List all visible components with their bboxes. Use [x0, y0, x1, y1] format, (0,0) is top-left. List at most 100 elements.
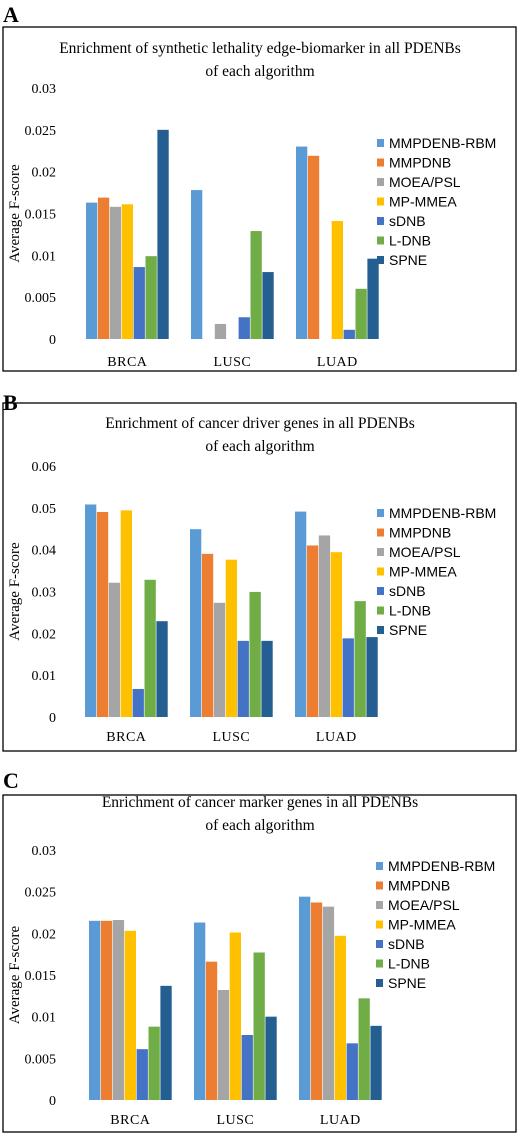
legend-entry: sDNB — [389, 583, 426, 599]
bar-brca-6 — [148, 1026, 160, 1100]
bar-brca-4 — [124, 930, 136, 1100]
x-tick-label: BRCA — [107, 355, 148, 370]
legend-entry: MMPDENB-RBM — [389, 135, 496, 151]
bar-brca-6 — [144, 579, 156, 717]
bar-luad-5 — [346, 1043, 358, 1100]
legend-entry: MMPDNB — [389, 525, 451, 541]
legend-entry: MMPDNB — [388, 878, 450, 894]
y-tick-label: 0.025 — [25, 124, 57, 139]
y-axis-label: Average F-score — [7, 925, 23, 1024]
bar-brca-1 — [86, 202, 98, 339]
chart-frame — [2, 402, 517, 752]
legend-swatch — [377, 548, 384, 556]
chart-frame — [2, 794, 517, 1133]
panel-label: C — [3, 768, 19, 793]
bar-lusc-3 — [213, 602, 226, 717]
bar-lusc-1 — [190, 529, 202, 717]
y-axis-label: Average F-score — [7, 164, 23, 263]
y-tick-label: 0 — [49, 1094, 56, 1109]
bar-luad-2 — [307, 155, 320, 339]
legend-swatch — [377, 626, 384, 634]
legend-swatch — [377, 236, 384, 245]
bar-lusc-6 — [249, 591, 261, 717]
bar-brca-7 — [157, 129, 169, 339]
bar-luad-1 — [299, 896, 311, 1100]
y-tick-label: 0.05 — [32, 502, 57, 517]
legend-entry: MMPDENB-RBM — [388, 858, 495, 874]
legend-swatch — [377, 528, 384, 537]
legend-swatch — [376, 959, 383, 968]
legend-entry: MP-MMEA — [389, 564, 457, 580]
bar-lusc-4 — [225, 559, 237, 717]
x-tick-label: LUAD — [317, 355, 358, 370]
bar-lusc-3 — [214, 323, 227, 339]
bar-luad-7 — [366, 637, 378, 717]
x-tick-label: LUAD — [320, 1113, 361, 1128]
chart-title-line: of each algorithm — [205, 438, 314, 455]
bar-luad-2 — [306, 545, 319, 717]
chart-title-line: of each algorithm — [205, 817, 314, 834]
y-tick-label: 0 — [49, 333, 56, 348]
y-tick-label: 0.03 — [32, 82, 57, 97]
bar-brca-2 — [100, 920, 113, 1100]
bar-brca-7 — [156, 621, 168, 717]
bar-brca-4 — [121, 204, 133, 339]
bar-brca-2 — [97, 197, 110, 339]
chart-panel-c: C Enrichment of cancer marker genes in al… — [2, 768, 517, 1133]
bar-brca-1 — [89, 920, 101, 1100]
legend-entry: MP-MMEA — [389, 194, 457, 210]
legend-swatch — [377, 509, 384, 517]
bar-brca-7 — [160, 985, 172, 1100]
bar-luad-4 — [334, 935, 346, 1100]
bar-luad-7 — [370, 1025, 382, 1100]
bar-lusc-3 — [217, 990, 230, 1100]
legend-swatch — [376, 920, 383, 929]
legend-entry: MOEA/PSL — [389, 544, 461, 560]
legend-entry: SPNE — [389, 252, 427, 268]
x-tick-label: BRCA — [110, 1113, 151, 1128]
legend-entry: MMPDNB — [389, 155, 451, 171]
y-tick-label: 0.015 — [25, 208, 57, 223]
legend-entry: MMPDENB-RBM — [389, 505, 496, 521]
x-tick-label: LUSC — [213, 355, 251, 370]
y-tick-label: 0.015 — [25, 969, 57, 984]
x-tick-label: LUSC — [216, 1113, 254, 1128]
legend-swatch — [377, 158, 384, 167]
legend-swatch — [377, 178, 384, 186]
bar-lusc-7 — [261, 640, 273, 717]
bar-brca-3 — [109, 206, 122, 339]
y-tick-label: 0.03 — [32, 586, 57, 601]
bar-lusc-1 — [194, 922, 206, 1100]
bar-lusc-2 — [201, 553, 214, 717]
y-tick-label: 0.01 — [32, 1011, 57, 1026]
legend-swatch — [376, 940, 383, 948]
legend-entry: L-DNB — [389, 603, 431, 619]
bar-lusc-5 — [241, 1035, 253, 1100]
x-tick-label: BRCA — [106, 730, 147, 745]
bar-luad-6 — [355, 288, 367, 339]
y-tick-label: 0.005 — [25, 291, 57, 306]
bar-lusc-5 — [238, 317, 250, 339]
legend-swatch — [377, 587, 384, 595]
chart-title-line: Enrichment of cancer marker genes in all… — [102, 794, 418, 811]
x-tick-label: LUAD — [316, 730, 357, 745]
bar-luad-3 — [318, 535, 331, 717]
bar-luad-1 — [296, 146, 308, 339]
y-axis-label: Average F-score — [7, 542, 23, 641]
legend-swatch — [376, 862, 383, 870]
bar-lusc-1 — [191, 190, 203, 339]
y-tick-label: 0 — [49, 711, 56, 726]
bar-brca-1 — [85, 504, 97, 717]
bar-lusc-4 — [229, 932, 241, 1100]
legend-entry: L-DNB — [388, 956, 430, 972]
legend-swatch — [377, 567, 384, 576]
y-tick-label: 0.01 — [32, 249, 57, 264]
bar-luad-1 — [295, 511, 307, 717]
x-tick-label: LUSC — [212, 730, 250, 745]
legend-entry: MOEA/PSL — [389, 174, 461, 190]
panel-label: A — [3, 2, 19, 27]
bar-lusc-7 — [265, 1016, 277, 1100]
bar-luad-5 — [342, 638, 354, 717]
bar-lusc-2 — [205, 961, 218, 1100]
